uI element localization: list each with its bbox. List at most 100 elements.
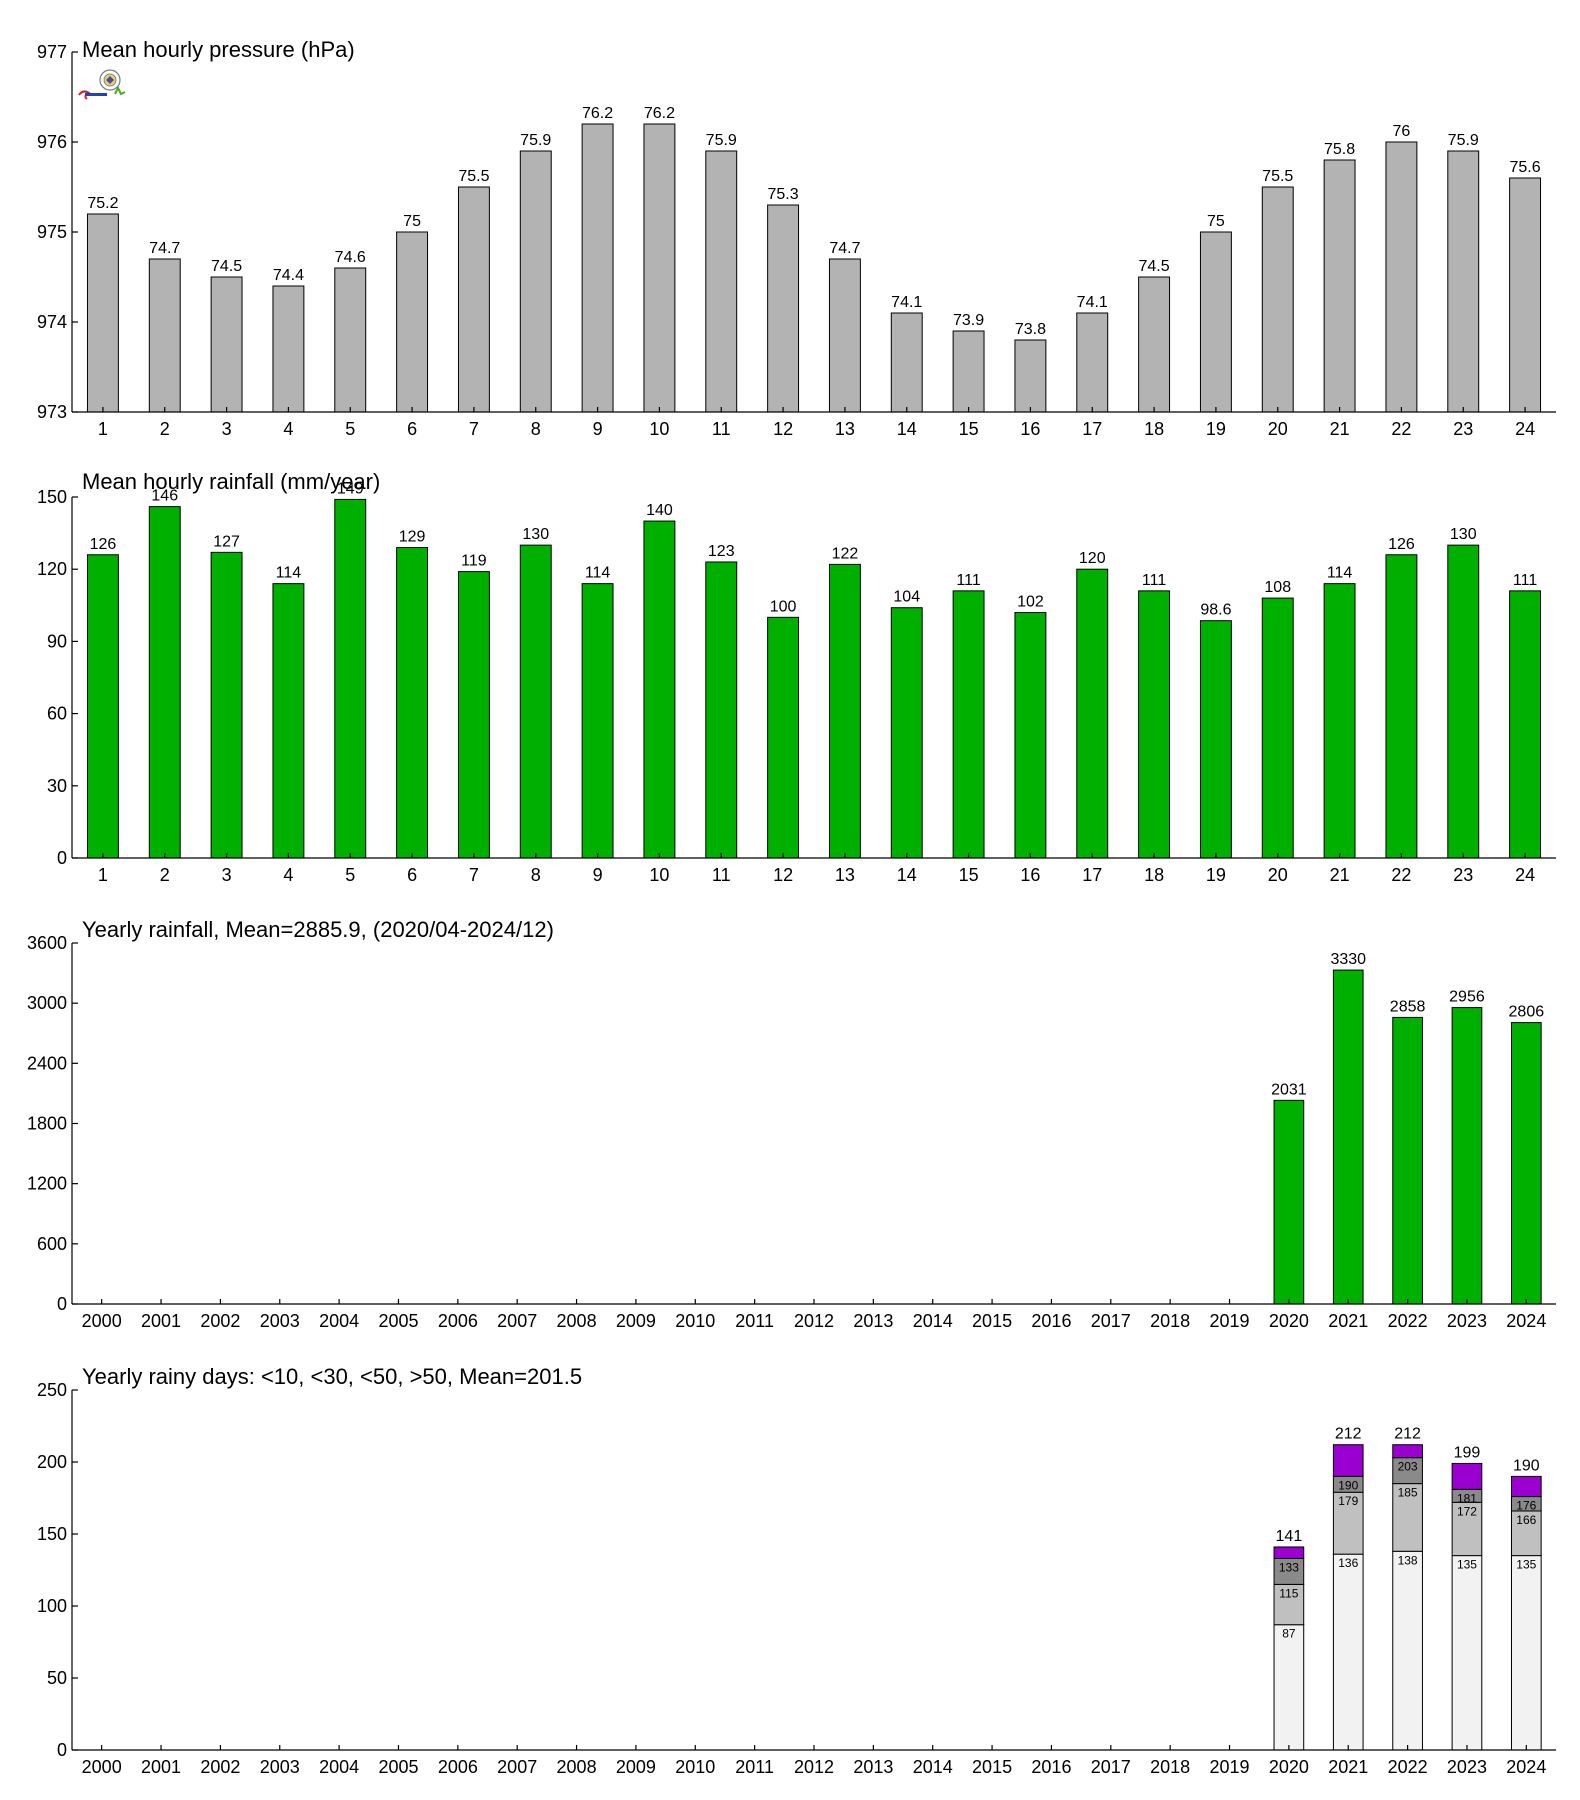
hourly-rainfall-y-tick-label: 120 — [37, 559, 67, 579]
hourly-rainfall-axes — [71, 497, 1556, 859]
rainy-days-segment-label: 133 — [1279, 1560, 1299, 1574]
pressure-bar — [705, 150, 738, 413]
hourly-rainfall-x-tick-label: 3 — [222, 865, 232, 885]
pressure-y-tick-label: 976 — [37, 132, 67, 152]
pressure-bar — [334, 267, 367, 413]
hourly-rainfall-data-label: 123 — [708, 543, 735, 560]
hourly-rainfall-x-tick-label: 23 — [1453, 865, 1473, 885]
rainy-days-y-tick-label: 200 — [37, 1452, 67, 1472]
pressure-x-tick-label: 24 — [1515, 419, 1535, 439]
hourly-rainfall-bar — [148, 506, 181, 859]
rainy-days-segment-label: 87 — [1282, 1627, 1296, 1641]
yearly-rainfall-y-tick-label: 1800 — [27, 1114, 67, 1134]
rainy-days-bar-segment — [1510, 1475, 1542, 1498]
hourly-rainfall-data-label: 108 — [1264, 579, 1291, 596]
pressure-x-tick-label: 1 — [98, 419, 108, 439]
pressure-bars — [86, 123, 1542, 413]
yearly-rainfall-data-labels: 2031 3330 2858 2956 2806 — [1271, 951, 1544, 1098]
pressure-bar — [396, 231, 429, 413]
hourly-rainfall-x-tick-label: 22 — [1391, 865, 1411, 885]
rainy-days-x-tick-label: 2007 — [497, 1757, 537, 1777]
yearly-rainfall-x-tick-label: 2004 — [319, 1311, 359, 1331]
rainy-days-segment-label: 203 — [1398, 1460, 1418, 1474]
rainy-days-bar-segment — [1273, 1583, 1305, 1626]
pressure-x-tick-label: 14 — [897, 419, 917, 439]
rainy-days-x-tick-label: 2001 — [141, 1757, 181, 1777]
yearly-rainfall-x-tick-label: 2012 — [794, 1311, 834, 1331]
pressure-bar — [1323, 159, 1356, 413]
yearly-rainfall-x-tick-label: 2018 — [1150, 1311, 1190, 1331]
yearly-rainfall-data-label: 3330 — [1330, 951, 1366, 968]
pressure-data-label: 75.2 — [87, 195, 118, 212]
hourly-rainfall-data-label: 126 — [1388, 536, 1415, 553]
hourly-rainfall-data-labels: 126 146 127 114 149 129 119 130 114 140 123 100 122 1… — [90, 480, 1538, 618]
yearly-rainfall-chart-title: Yearly rainfall, Mean=2885.9, (2020/04-2… — [82, 917, 554, 942]
hourly-rainfall-data-label: 111 — [1142, 572, 1166, 589]
rainy-days-segment-label: 185 — [1398, 1486, 1418, 1500]
yearly-rainfall-bar — [1392, 1016, 1423, 1305]
rainy-days-total-label: 141 — [1276, 1528, 1303, 1545]
pressure-x-tick-label: 16 — [1020, 419, 1040, 439]
yearly-rainfall-x-tick-label: 2000 — [82, 1311, 122, 1331]
rainy-days-bar-segment — [1273, 1624, 1305, 1751]
hourly-rainfall-chart-title: Mean hourly rainfall (mm/year) — [82, 469, 380, 494]
pressure-data-label: 75.9 — [520, 132, 551, 149]
yearly-rainfall-x-tick-label: 2021 — [1328, 1311, 1368, 1331]
yearly-rainfall-bar — [1332, 969, 1364, 1305]
hourly-rainfall-x-tick-label: 13 — [835, 865, 855, 885]
rainy-days-total-label: 199 — [1454, 1444, 1481, 1461]
rainy-days-bar-segment — [1392, 1457, 1423, 1485]
hourly-rainfall-bar — [272, 583, 305, 859]
hourly-rainfall-x-tick-label: 18 — [1144, 865, 1164, 885]
hourly-rainfall-y-ticks: 0 30 60 90 120 150 — [37, 487, 78, 868]
pressure-x-tick-label: 8 — [531, 419, 541, 439]
yearly-rainfall-bar — [1273, 1099, 1305, 1305]
yearly-rainfall-x-tick-label: 2007 — [497, 1311, 537, 1331]
rainy-days-bar-segment — [1332, 1553, 1364, 1751]
hourly-rainfall-data-label: 111 — [956, 572, 980, 589]
rainy-days-x-tick-label: 2019 — [1209, 1757, 1249, 1777]
hourly-rainfall-data-label: 102 — [1017, 594, 1044, 611]
yearly-rainfall-x-tick-label: 2005 — [378, 1311, 418, 1331]
pressure-data-label: 74.5 — [211, 258, 242, 275]
hourly-rainfall-x-tick-label: 24 — [1515, 865, 1535, 885]
hourly-rainfall-x-tick-label: 6 — [407, 865, 417, 885]
pressure-x-tick-label: 23 — [1453, 419, 1473, 439]
rainy-days-bar-segment — [1332, 1444, 1364, 1477]
hourly-rainfall-data-label: 126 — [90, 536, 117, 553]
pressure-x-ticks: 1 2 3 4 5 6 7 8 9 10 11 12 13 14 15 16 17 18 19 20 21 22 23 24 — [98, 407, 1535, 439]
hourly-rainfall-data-label: 127 — [213, 533, 240, 550]
yearly-rainfall-y-tick-label: 600 — [37, 1234, 67, 1254]
pressure-bar — [1014, 339, 1047, 413]
yearly-rainfall-x-tick-label: 2010 — [675, 1311, 715, 1331]
rainy-days-segment-label: 138 — [1398, 1553, 1418, 1567]
yearly-rainfall-x-tick-label: 2022 — [1388, 1311, 1428, 1331]
rainy-days-bar-segment — [1392, 1483, 1423, 1552]
rainy-days-y-ticks: 0 50 100 150 200 250 — [37, 1380, 78, 1760]
pressure-bar — [210, 276, 243, 413]
yearly-rainfall-data-label: 2031 — [1271, 1081, 1307, 1098]
pressure-bar — [581, 123, 614, 413]
hourly-rainfall-data-label: 149 — [337, 480, 364, 497]
hourly-rainfall-x-tick-label: 4 — [283, 865, 293, 885]
yearly-rainfall-bar — [1451, 1007, 1483, 1305]
yearly-rainfall-data-label: 2956 — [1449, 989, 1485, 1006]
rainy-days-segment-label: 115 — [1279, 1586, 1298, 1600]
hourly-rainfall-y-tick-label: 0 — [57, 848, 67, 868]
rainy-days-x-tick-label: 2018 — [1150, 1757, 1190, 1777]
hourly-rainfall-data-label: 119 — [461, 553, 487, 570]
rainy-days-x-tick-label: 2022 — [1388, 1757, 1428, 1777]
rainy-days-segment-label: 135 — [1457, 1558, 1477, 1572]
pressure-bar — [1509, 177, 1542, 413]
pressure-data-label: 75.5 — [458, 168, 489, 185]
rainy-days-y-tick-label: 100 — [37, 1596, 67, 1616]
yearly-rainfall-bar — [1510, 1022, 1542, 1305]
panel-pressure: Mean hourly pressure (hPa) 75.274.774.57… — [37, 37, 1556, 439]
pressure-data-labels: 75.2 74.7 74.5 74.4 74.6 75 75.5 75.9 76.2 76.2 75… — [87, 105, 1540, 338]
hourly-rainfall-bar — [581, 583, 614, 859]
yearly-rainfall-x-tick-label: 2008 — [557, 1311, 597, 1331]
rainy-days-bar-segment — [1510, 1555, 1542, 1751]
hourly-rainfall-data-label: 140 — [646, 502, 673, 519]
hourly-rainfall-bar — [1447, 544, 1480, 859]
hourly-rainfall-x-tick-label: 10 — [649, 865, 669, 885]
